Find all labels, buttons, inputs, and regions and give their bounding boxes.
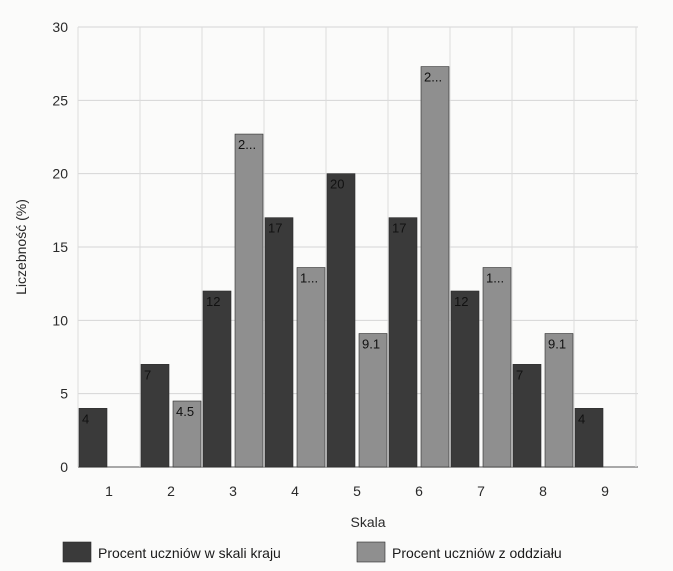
bar-series-2 [296,267,326,468]
bar-data-label: 2... [238,137,256,152]
bar-data-label: 4.5 [176,404,194,419]
bar-series-2 [482,267,512,468]
gridlines [77,26,638,468]
y-tick-label: 5 [60,386,68,402]
bar-data-label: 12 [206,294,220,309]
bar-series-2 [172,400,202,468]
x-tick-label: 6 [415,483,423,499]
bar-series-1 [450,290,480,468]
bar-data-label: 17 [268,221,282,236]
bar-data-label: 9.1 [548,337,566,352]
bars [78,66,604,468]
legend-label: Procent uczniów z oddziału [392,545,562,561]
bar-data-label: 4 [578,411,585,426]
bar-series-1 [512,364,542,468]
bar-data-label: 1... [300,271,318,286]
bar-data-labels: 4 7 4.5 12 2... 17 1... 20 9.1 17 2... 12 1... 7 9.1 4 [82,70,585,427]
bar-series-2 [544,333,574,468]
y-tick-label: 20 [52,166,68,182]
x-tick-label: 1 [105,483,113,499]
y-tick-label: 10 [52,312,68,328]
bar-series-1 [574,408,604,468]
x-tick-label: 5 [353,483,361,499]
bar-data-label: 7 [516,367,523,382]
legend-label: Procent uczniów w skali kraju [98,545,281,561]
x-axis-ticks: 1 2 3 4 5 6 7 8 9 [105,483,609,499]
bar-series-1 [264,217,294,468]
bar-series-2 [420,66,450,468]
bar-series-1 [326,173,356,468]
x-tick-label: 4 [291,483,299,499]
legend-swatch [356,541,386,563]
y-tick-label: 15 [52,239,68,255]
bar-data-label: 20 [330,177,344,192]
bar-data-label: 4 [82,411,89,426]
bar-data-label: 9.1 [362,337,380,352]
legend-swatch [62,541,92,563]
bar-series-2 [358,333,388,468]
x-tick-label: 2 [167,483,175,499]
x-axis-title: Skala [350,514,385,530]
bar-data-label: 1... [486,271,504,286]
y-axis-ticks: 0 5 10 15 20 25 30 [52,19,68,475]
bar-series-2 [234,133,264,468]
bar-series-1 [388,217,418,468]
bar-series-1 [140,364,170,468]
bar-series-1 [202,290,232,468]
x-tick-label: 8 [539,483,547,499]
bar-data-label: 7 [144,367,151,382]
y-tick-label: 0 [60,459,68,475]
bar-series-1 [78,408,108,468]
legend: Procent uczniów w skali kraju Procent ucz… [62,541,562,563]
bar-data-label: 12 [454,294,468,309]
y-tick-label: 30 [52,19,68,35]
x-tick-label: 9 [601,483,609,499]
bar-data-label: 2... [424,70,442,85]
bar-data-label: 17 [392,221,406,236]
y-axis-title: Liczebność (%) [13,199,29,295]
x-tick-label: 7 [477,483,485,499]
x-tick-label: 3 [229,483,237,499]
y-tick-label: 25 [52,92,68,108]
